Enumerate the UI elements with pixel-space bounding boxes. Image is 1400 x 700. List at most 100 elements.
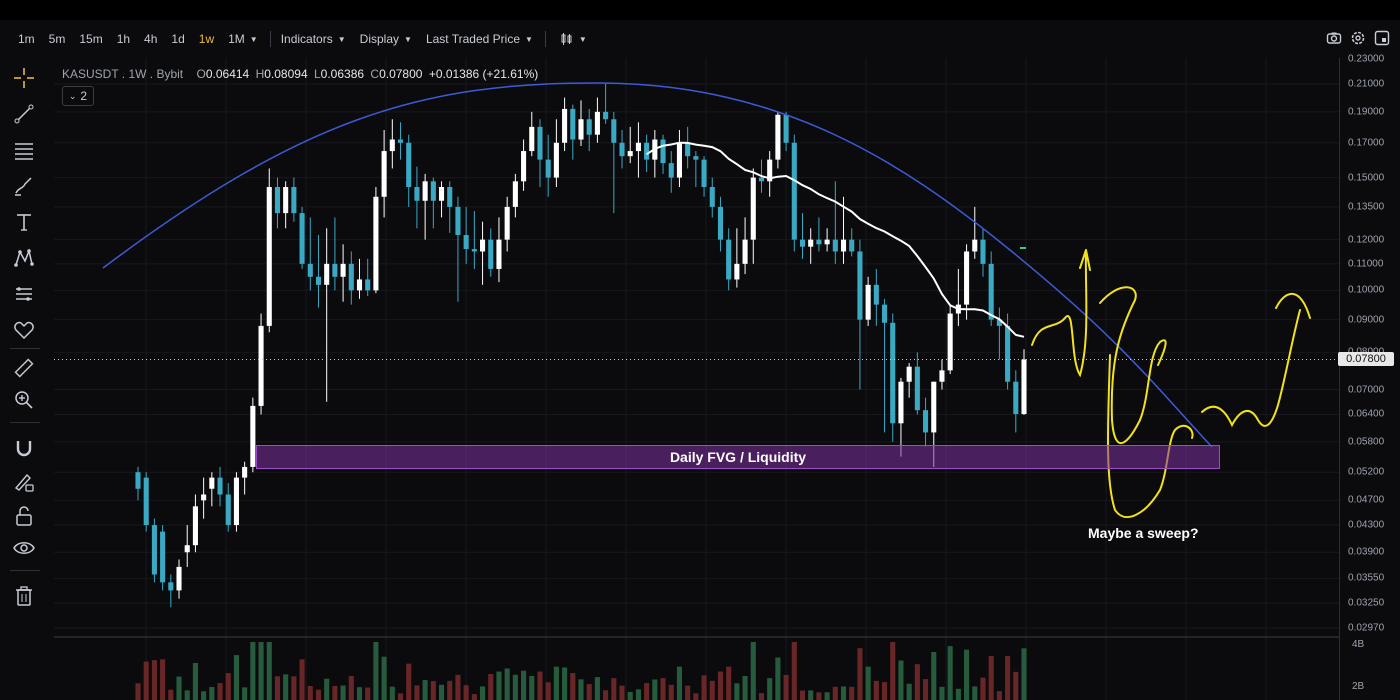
candle-body xyxy=(701,159,707,188)
pattern-icon[interactable] xyxy=(12,246,36,270)
timeframe-5m[interactable]: 5m xyxy=(48,32,66,46)
volume-bar xyxy=(660,678,666,700)
volume-bar xyxy=(644,683,650,700)
trash-icon[interactable] xyxy=(12,584,36,608)
price-axis[interactable]: 0.23000 0.21000 0.19000 0.17000 0.15000 0.135… xyxy=(1339,53,1400,700)
volume-bar xyxy=(1005,656,1011,700)
volume-bar xyxy=(504,668,510,700)
candle-body xyxy=(233,477,239,526)
candle-body xyxy=(635,142,641,152)
ohlc-legend: KASUSDT . 1W . Bybit O0.06414 H0.08094 L… xyxy=(62,67,538,81)
volume-bar xyxy=(480,686,486,700)
volume-bar xyxy=(709,680,715,700)
volume-bar xyxy=(521,670,527,700)
candle-body xyxy=(980,239,986,264)
magnet-icon[interactable] xyxy=(12,436,36,460)
candle-body xyxy=(332,263,338,277)
volume-bar xyxy=(143,661,149,700)
volume-bar xyxy=(135,683,141,700)
volume-bar xyxy=(242,687,248,700)
brush-icon[interactable] xyxy=(12,174,36,198)
position-tool-icon[interactable] xyxy=(12,282,36,306)
lock-pencil-icon[interactable] xyxy=(12,470,36,494)
unlock-icon[interactable] xyxy=(12,504,36,528)
trendline-icon[interactable] xyxy=(12,102,36,126)
toolbar-divider xyxy=(269,31,271,47)
timeframe-15m[interactable]: 15m xyxy=(79,32,103,46)
projection-scribble xyxy=(1201,292,1311,428)
timeframe-1w[interactable]: 1w xyxy=(198,32,215,46)
candle-body xyxy=(898,381,904,424)
indicators-menu[interactable]: Indicators ▼ xyxy=(281,32,346,46)
candle-body xyxy=(799,239,806,247)
symbol-label[interactable]: KASUSDT . 1W . Bybit xyxy=(62,67,184,81)
volume-bar xyxy=(742,676,748,700)
volume-bar xyxy=(373,642,379,700)
volume-bar xyxy=(545,682,551,700)
camera-icon[interactable] xyxy=(1326,30,1342,46)
text-tool-icon[interactable] xyxy=(12,210,36,234)
crosshair-icon[interactable] xyxy=(12,66,36,90)
volume-bar xyxy=(906,683,912,700)
heart-icon[interactable] xyxy=(12,318,36,342)
volume-bar xyxy=(685,685,691,700)
volume-bar xyxy=(635,689,641,700)
price-type-menu[interactable]: Last Traded Price ▼ xyxy=(426,32,533,46)
candle-body xyxy=(192,506,198,546)
fib-lines-icon[interactable] xyxy=(12,138,36,162)
low-label: L xyxy=(313,67,321,81)
arc-trend-curve xyxy=(102,82,1213,448)
volume-bar xyxy=(898,660,904,700)
volume-bar xyxy=(865,666,871,700)
zoom-in-icon[interactable] xyxy=(12,388,36,412)
timeframe-1d[interactable]: 1d xyxy=(171,32,185,46)
volume-bar xyxy=(209,687,215,700)
display-menu[interactable]: Display ▼ xyxy=(360,32,412,46)
price-axis-tick: 0.13500 xyxy=(1348,201,1385,213)
candle-body xyxy=(693,156,699,160)
candle-body xyxy=(865,284,871,320)
candle-body xyxy=(430,181,436,201)
price-axis-tick: 0.15000 xyxy=(1348,172,1385,184)
toolbar-divider xyxy=(10,422,40,423)
candle-body xyxy=(964,251,970,305)
eye-icon[interactable] xyxy=(12,536,36,560)
timeframe-1M[interactable]: 1M xyxy=(228,32,245,46)
fvg-zone[interactable]: Daily FVG / Liquidity xyxy=(256,445,1220,469)
candle-body xyxy=(914,366,920,411)
candle-body xyxy=(365,279,371,291)
price-chart[interactable] xyxy=(54,58,1339,700)
gear-icon[interactable] xyxy=(1350,30,1366,46)
chart-type-menu[interactable]: ▼ xyxy=(560,32,587,46)
volume-bar xyxy=(824,692,830,700)
volume-bar xyxy=(455,674,461,700)
volume-bar xyxy=(586,684,592,700)
timeframe-1m[interactable]: 1m xyxy=(18,32,35,46)
candle-body xyxy=(545,159,551,178)
volume-bar xyxy=(438,684,445,700)
ruler-icon[interactable] xyxy=(12,356,36,380)
timeframe-caret-icon[interactable]: ▼ xyxy=(249,34,258,44)
collapse-indicators-button[interactable]: ⌄ 2 xyxy=(62,86,94,106)
volume-bar xyxy=(857,648,863,700)
candle-body xyxy=(135,472,141,489)
price-axis-tick: 0.03550 xyxy=(1348,572,1385,584)
volume-bar xyxy=(512,674,518,700)
chevron-down-icon: ▼ xyxy=(337,34,346,44)
timeframe-1h[interactable]: 1h xyxy=(116,32,131,46)
candle-body xyxy=(840,239,847,252)
price-axis-tick: 0.08000 xyxy=(1348,347,1389,358)
price-axis-tick: 0.04700 xyxy=(1348,494,1385,506)
fullscreen-icon[interactable] xyxy=(1374,30,1390,46)
projection-scribble xyxy=(1099,286,1167,445)
candle-body xyxy=(160,531,166,583)
candle-body xyxy=(570,108,576,140)
candle-body xyxy=(184,545,190,553)
candle-body xyxy=(537,126,543,160)
candle-body xyxy=(422,181,428,201)
timeframe-4h[interactable]: 4h xyxy=(144,32,158,46)
price-axis-tick: 0.04300 xyxy=(1348,519,1385,531)
indicators-label: Indicators xyxy=(280,32,333,46)
candle-body xyxy=(480,239,486,252)
low-value: 0.06386 xyxy=(320,67,365,81)
